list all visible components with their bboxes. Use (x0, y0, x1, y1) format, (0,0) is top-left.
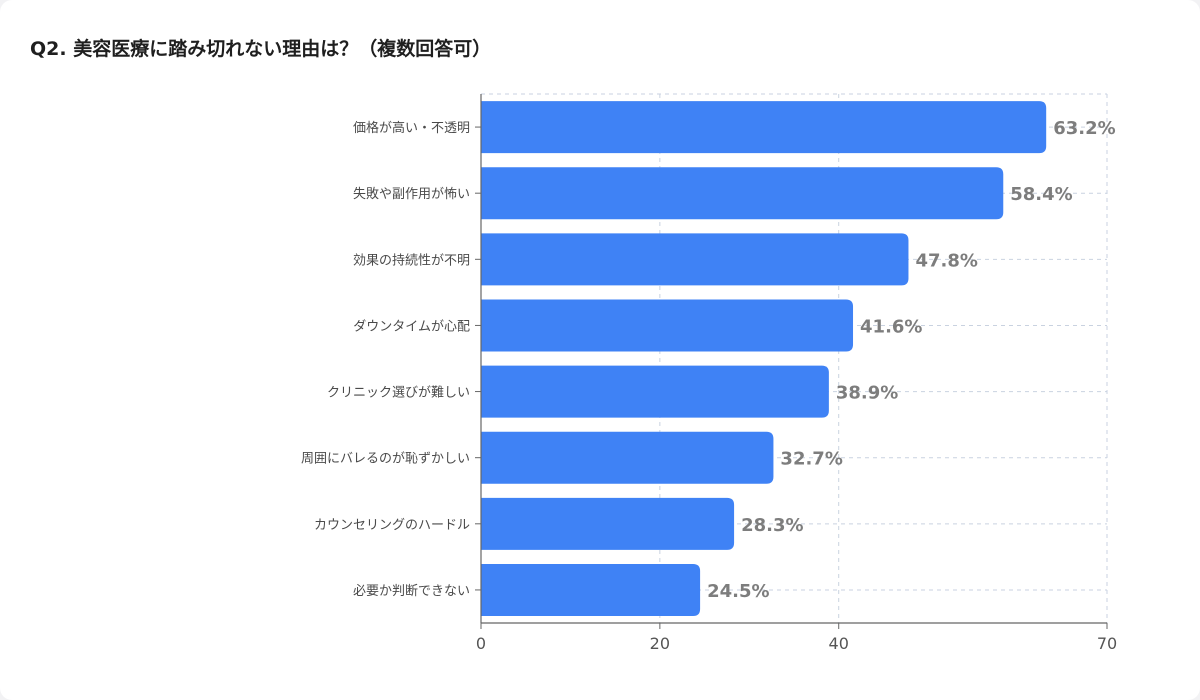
bar-value-label: 32.7% (780, 449, 842, 470)
bar-value-label: 28.3% (741, 515, 803, 536)
bar (481, 365, 829, 418)
bar-value-label: 58.4% (1010, 184, 1072, 205)
chart-title: Q2. 美容医療に踏み切れない理由は？（複数回答可） (30, 38, 492, 60)
x-tick-label: 0 (476, 634, 486, 653)
bar (481, 431, 774, 484)
bar-value-label: 47.8% (915, 250, 977, 271)
bar-value-label: 38.9% (836, 383, 898, 404)
bar (481, 233, 909, 286)
category-label: 周囲にバレるのが恥ずかしい (301, 452, 470, 467)
category-label: ダウンタイムが心配 (353, 319, 470, 334)
category-label: 価格が高い・不透明 (353, 120, 470, 136)
category-label: カウンセリングのハードル (314, 518, 470, 533)
bar (481, 563, 701, 616)
bar (481, 497, 735, 550)
bar-value-label: 41.6% (860, 316, 922, 337)
bar (481, 101, 1047, 154)
category-label: 失敗や副作用が怖い (353, 186, 470, 202)
bar (481, 167, 1004, 220)
bar-value-label: 63.2% (1053, 118, 1115, 139)
category-label: 効果の持続性が不明 (353, 253, 470, 268)
bar-value-label: 24.5% (707, 581, 769, 602)
bar (481, 299, 854, 352)
x-tick-label: 70 (1097, 634, 1117, 653)
category-label: クリニック選びが難しい (327, 386, 470, 401)
category-label: 必要か判断できない (353, 584, 470, 599)
x-tick-label: 20 (650, 634, 670, 653)
x-tick-label: 40 (829, 634, 849, 653)
